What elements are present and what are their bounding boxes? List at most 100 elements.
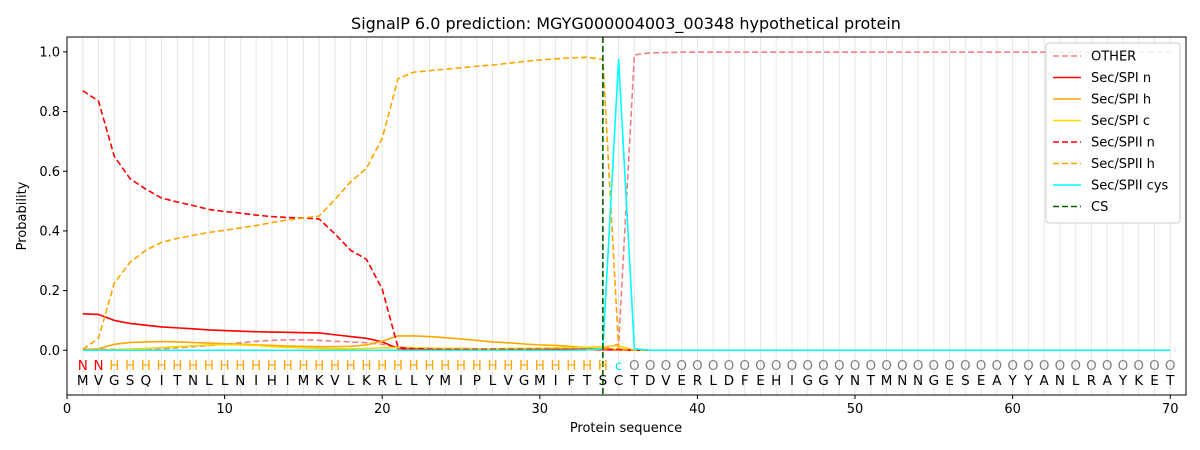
legend-entry: Sec/SPI c [1091,114,1150,129]
region-label: O [1133,358,1144,374]
sequence-residue: T [582,373,592,389]
legend-entry: Sec/SPII cys [1091,179,1169,194]
region-label: H [598,358,608,374]
sequence-residue: M [298,373,310,389]
region-label: O [1023,358,1034,374]
region-label: H [550,358,560,374]
y-tick-label: 0.2 [39,284,60,299]
region-label: O [913,358,924,374]
region-label: H [393,358,403,374]
sequence-residue: G [803,373,813,389]
sequence-residue: L [205,373,213,389]
sequence-residue: S [126,373,135,389]
sequence-residue: D [645,373,655,389]
sequence-residue: N [897,373,907,389]
region-label: H [535,358,545,374]
region-label: H [283,358,293,374]
sequence-residue: S [599,373,608,389]
region-label: O [676,358,687,374]
x-tick-label: 30 [532,402,549,417]
legend-entry: Sec/SPII h [1091,157,1155,172]
y-tick-label: 0.8 [39,105,60,120]
sequence-residue: G [929,373,939,389]
sequence-residue: P [473,373,481,389]
x-tick-label: 50 [847,402,864,417]
region-label: H [314,358,324,374]
axes-layer: 0 10 20 30 40 50 60 70 0.0 0.2 0.4 0.6 0.8 1.0 [39,36,1187,417]
series-layer [82,51,1171,352]
region-label: H [503,358,513,374]
sequence-residue: N [188,373,198,389]
sequence-residue: T [1165,373,1175,389]
region-label: H [267,358,277,374]
y-tick-label: 0.6 [39,165,60,180]
sequence-residue: I [160,373,164,389]
region-label: H [298,358,308,374]
sequence-residue: Y [1023,373,1033,389]
y-axis-label: Probability [15,181,30,250]
sequence-residue: I [286,373,290,389]
sequence-residue: E [1150,373,1159,389]
sequence-residue: A [1103,373,1113,389]
sequence-residue: V [504,373,514,389]
region-label: O [1149,358,1160,374]
sequence-residue: M [881,373,893,389]
region-label: H [330,358,340,374]
region-label: H [519,358,529,374]
sequence-residue: Y [424,373,434,389]
plot-frame [66,36,1187,396]
sequence-residue: N [913,373,923,389]
region-label: O [1165,358,1176,374]
region-label: O [976,358,987,374]
x-axis-label: Protein sequence [570,421,682,436]
sequence-residue: N [235,373,245,389]
sequence-residue: N [1055,373,1065,389]
sequence-residue: T [172,373,182,389]
sequence-residue: S [961,373,970,389]
region-label: O [787,358,798,374]
region-label: O [645,358,656,374]
sequence-residue: N [850,373,860,389]
region-label: H [472,358,482,374]
region-label: O [865,358,876,374]
x-tick-label: 20 [374,402,391,417]
series-line-sec-spii-n [82,90,1171,352]
region-label: O [992,358,1003,374]
sequence-residue: R [378,373,387,389]
region-label: O [897,358,908,374]
region-label: H [440,358,450,374]
sequence-residue: E [977,373,986,389]
legend-entry: Sec/SPI h [1091,93,1151,108]
region-label: H [156,358,166,374]
region-label: O [1039,358,1050,374]
sequence-residue: L [709,373,717,389]
region-label: H [109,358,119,374]
region-label: H [172,358,182,374]
region-label: O [944,358,955,374]
sequence-residue: R [1087,373,1096,389]
region-label: H [141,358,151,374]
y-tick-label: 1.0 [39,45,60,60]
region-label: H [235,358,245,374]
x-tick-label: 70 [1162,402,1179,417]
sequence-residue: M [439,373,451,389]
sequence-residue: L [1072,373,1080,389]
sequence-residue: Y [1008,373,1018,389]
x-tick-label: 0 [63,402,71,417]
legend-box [1045,42,1181,224]
sequence-residue: K [1134,373,1144,389]
region-label: O [1007,358,1018,374]
region-label: O [881,358,892,374]
region-label: O [708,358,719,374]
sequence-residue: G [818,373,828,389]
sequence-residue: L [410,373,418,389]
series-line-sec-spii-h [82,56,1171,352]
region-label: H [377,358,387,374]
region-label: H [188,358,198,374]
sequence-residue: K [362,373,372,389]
region-label: H [220,358,230,374]
region-label: O [771,358,782,374]
region-label: O [960,358,971,374]
y-tick-label: 0.4 [39,224,60,239]
